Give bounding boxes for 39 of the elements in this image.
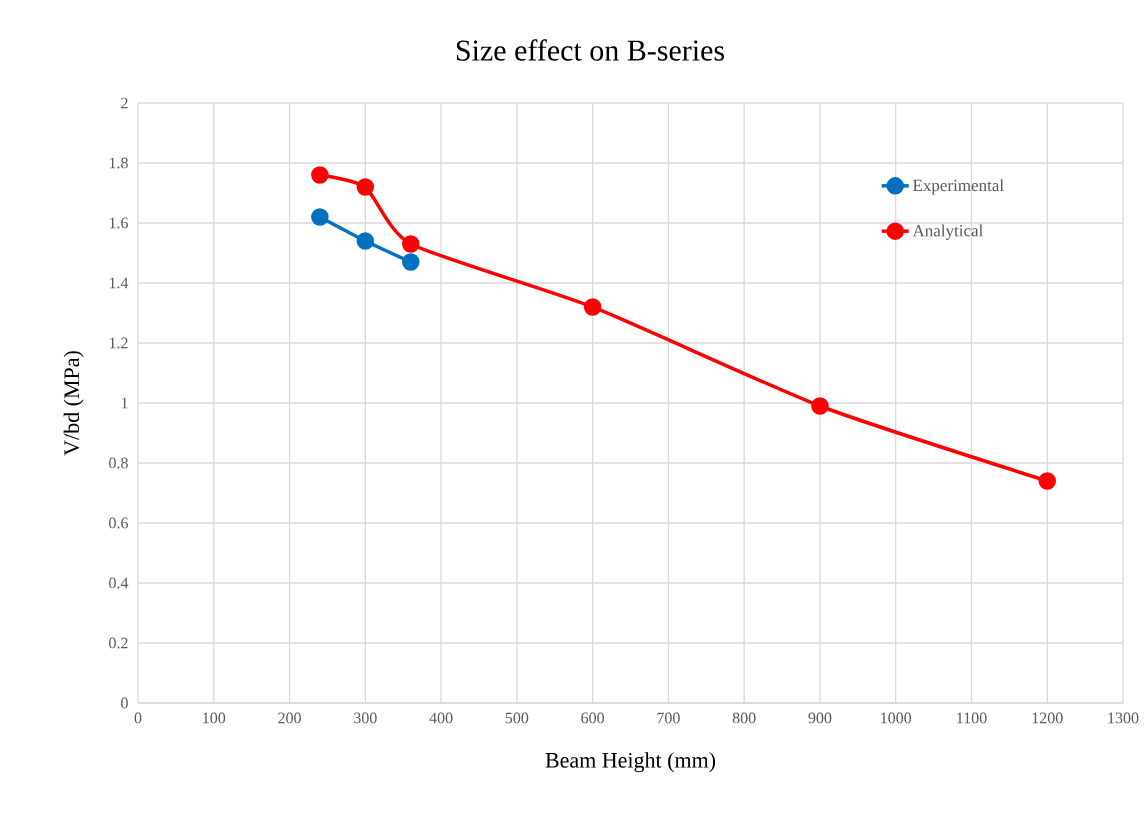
y-tick-label: 1 bbox=[121, 397, 128, 409]
legend-label: Experimental bbox=[912, 179, 1004, 195]
y-tick-label: 1.8 bbox=[109, 157, 128, 169]
y-tick-label: 0 bbox=[121, 697, 128, 709]
point bbox=[402, 253, 420, 271]
x-tick-label: 800 bbox=[732, 712, 756, 724]
y-tick-label: 0.6 bbox=[109, 517, 128, 529]
x-tick-label: 100 bbox=[203, 712, 226, 724]
point bbox=[356, 232, 375, 250]
x-tick-label: 0 bbox=[134, 712, 142, 724]
y-axis-title: V/bd (MPa) bbox=[63, 351, 84, 456]
x-tick-label: 1200 bbox=[1032, 712, 1063, 724]
x-tick-label: 400 bbox=[429, 712, 453, 724]
x-tick-label: 600 bbox=[581, 712, 605, 724]
y-tick-label: 1.2 bbox=[109, 337, 128, 349]
x-tick-label: 700 bbox=[657, 712, 680, 724]
y-tick-label: 2 bbox=[121, 97, 128, 109]
x-tick-label: 1000 bbox=[881, 712, 912, 724]
point bbox=[402, 235, 420, 253]
x-tick-label: 900 bbox=[808, 712, 832, 724]
point bbox=[811, 397, 829, 415]
point bbox=[1038, 472, 1056, 490]
chart-title: Size effect on B-series bbox=[456, 39, 725, 61]
y-tick-label: 0.4 bbox=[109, 577, 129, 589]
legend-label: Analytical bbox=[912, 224, 983, 240]
point bbox=[583, 298, 602, 316]
x-tick-label: 1300 bbox=[1108, 712, 1139, 724]
x-axis-title: Beam Height (mm) bbox=[545, 752, 716, 773]
x-tick-label: 200 bbox=[278, 712, 301, 724]
x-tick-label: 1100 bbox=[957, 712, 987, 724]
point bbox=[311, 166, 329, 184]
y-tick-label: 0.2 bbox=[109, 637, 128, 649]
y-tick-label: 1.4 bbox=[109, 277, 129, 289]
x-tick-label: 500 bbox=[505, 712, 529, 724]
y-tick-label: 1.6 bbox=[109, 217, 128, 229]
x-tick-label: 300 bbox=[354, 712, 377, 724]
point bbox=[356, 178, 375, 196]
y-tick-label: 0.8 bbox=[109, 457, 128, 469]
point bbox=[311, 208, 329, 226]
